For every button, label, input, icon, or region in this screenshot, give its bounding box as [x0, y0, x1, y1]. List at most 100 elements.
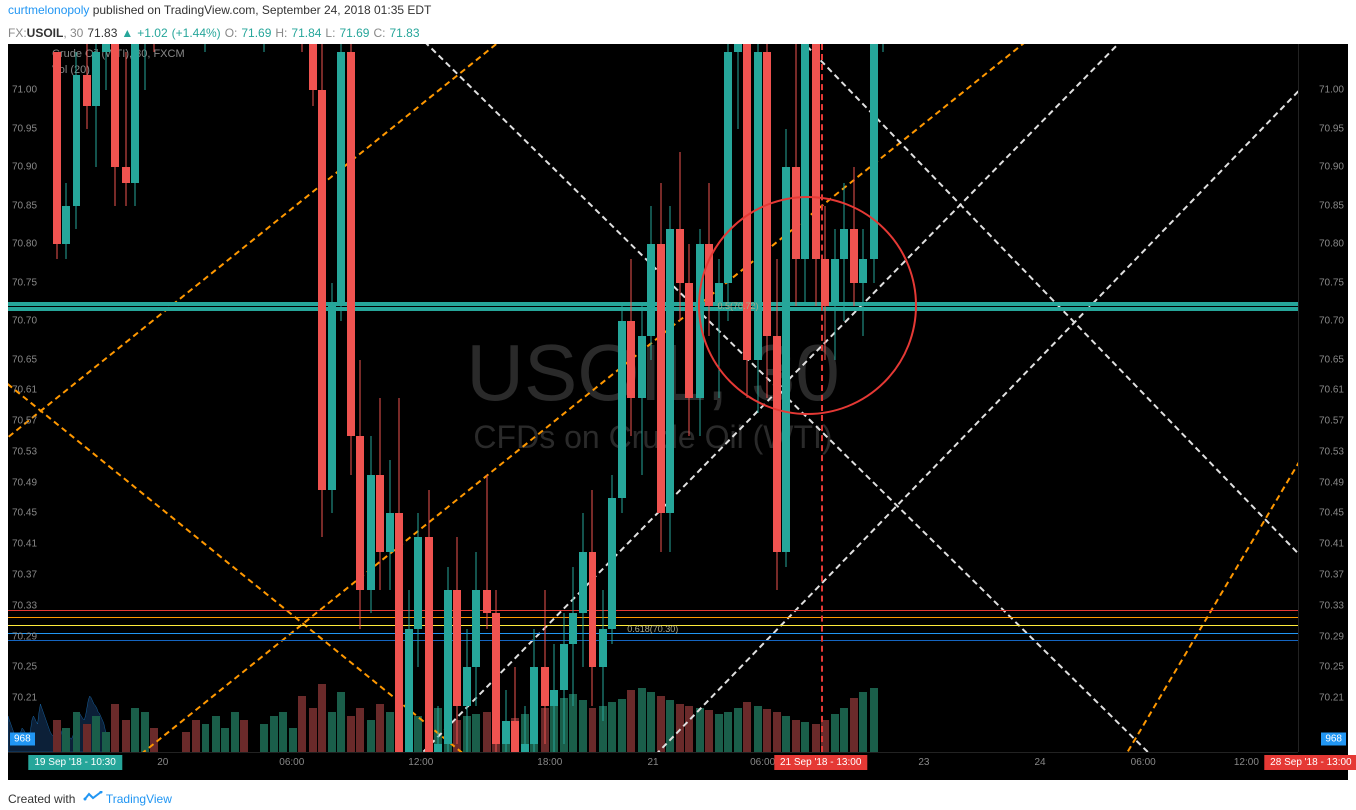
candlestick[interactable]	[405, 590, 413, 752]
tradingview-link[interactable]: TradingView	[106, 792, 172, 806]
candlestick[interactable]	[579, 513, 587, 667]
candlestick[interactable]	[53, 52, 61, 260]
candlestick[interactable]	[685, 244, 693, 436]
candlestick[interactable]	[337, 44, 345, 321]
candlestick[interactable]	[298, 44, 306, 52]
horizontal-line[interactable]	[8, 640, 1298, 641]
created-with-text: Created with	[8, 792, 75, 806]
candlestick[interactable]	[83, 44, 91, 129]
candlestick[interactable]	[444, 567, 452, 752]
candlestick[interactable]	[463, 629, 471, 752]
y-tick: 70.49	[12, 477, 37, 488]
candlestick[interactable]	[260, 44, 268, 52]
candlestick[interactable]	[666, 206, 674, 552]
y-tick: 70.70	[12, 316, 37, 327]
y-tick: 70.25	[12, 662, 37, 673]
volume-bar	[182, 732, 190, 752]
candlestick[interactable]	[150, 44, 158, 52]
volume-bar	[685, 706, 693, 752]
candlestick[interactable]	[608, 475, 616, 644]
volume-bar	[83, 724, 91, 752]
candlestick[interactable]	[530, 629, 538, 752]
last-price: 71.83	[87, 26, 117, 40]
candlestick[interactable]	[589, 490, 597, 705]
candlestick[interactable]	[309, 44, 317, 106]
candlestick[interactable]	[141, 44, 149, 90]
candlestick[interactable]	[122, 52, 130, 206]
close-label: C:	[373, 26, 385, 40]
volume-bar	[715, 714, 723, 752]
candlestick[interactable]	[434, 706, 442, 752]
volume-bar	[724, 712, 732, 752]
volume-bar	[367, 720, 375, 752]
candlestick[interactable]	[367, 436, 375, 613]
candlestick[interactable]	[111, 44, 119, 206]
tradingview-icon	[83, 791, 99, 801]
candlestick[interactable]	[347, 44, 355, 475]
candlestick[interactable]	[414, 513, 422, 667]
volume-bar	[734, 708, 742, 752]
candlestick[interactable]	[73, 52, 81, 229]
candlestick[interactable]	[483, 475, 491, 629]
candlestick[interactable]	[425, 490, 433, 752]
candlestick[interactable]	[131, 44, 139, 206]
candlestick[interactable]	[627, 259, 635, 436]
candlestick[interactable]	[638, 306, 646, 475]
candlestick[interactable]	[647, 206, 655, 360]
candlestick[interactable]	[356, 360, 364, 629]
candlestick[interactable]	[541, 590, 549, 744]
x-tick: 12:00	[408, 757, 433, 768]
candlestick[interactable]	[676, 152, 684, 321]
fib-label: 0.5(70.72)	[718, 301, 759, 311]
candlestick[interactable]	[560, 613, 568, 744]
candlestick[interactable]	[511, 667, 519, 752]
candlestick[interactable]	[376, 398, 384, 590]
volume-bar	[221, 728, 229, 752]
price-axis-left[interactable]: 71.0070.9570.9070.8570.8070.7570.7070.65…	[8, 44, 48, 752]
symbol-name[interactable]: USOIL	[27, 26, 64, 40]
candlestick[interactable]	[318, 44, 326, 537]
candlestick[interactable]	[657, 183, 665, 552]
volume-bar	[231, 712, 239, 752]
y-tick: 70.25	[1319, 662, 1344, 673]
author-link[interactable]: curtmelonopoly	[8, 3, 89, 17]
candlestick[interactable]	[734, 44, 742, 129]
candlestick[interactable]	[618, 306, 626, 514]
time-axis[interactable]: 19 Sep '18 - 10:302006:0012:0018:002106:…	[8, 752, 1298, 780]
price-axis-right[interactable]: 71.0070.9570.9070.8570.8070.7570.7070.65…	[1298, 44, 1348, 752]
horizontal-line[interactable]	[8, 617, 1298, 618]
trend-line[interactable]	[8, 44, 1298, 752]
candlestick[interactable]	[569, 567, 577, 706]
y-tick: 70.45	[1319, 508, 1344, 519]
candlestick[interactable]	[521, 706, 529, 752]
candlestick[interactable]	[395, 398, 403, 752]
candlestick[interactable]	[328, 283, 336, 514]
volume-bar	[202, 724, 210, 752]
candlestick[interactable]	[879, 44, 887, 52]
candlestick[interactable]	[386, 460, 394, 591]
candlestick[interactable]	[102, 44, 110, 90]
volume-bar	[289, 728, 297, 752]
candlestick[interactable]	[550, 644, 558, 752]
candlestick[interactable]	[502, 690, 510, 752]
candlestick[interactable]	[492, 590, 500, 752]
volume-bar	[483, 712, 491, 752]
price-chart[interactable]: USOIL, 30 CFDs on Crude Oil (WTI) Crude …	[8, 44, 1298, 752]
candlestick[interactable]	[62, 183, 70, 260]
y-tick: 70.80	[12, 239, 37, 250]
price-change-pct: (+1.44%)	[172, 26, 221, 40]
chart-container[interactable]: USOIL, 30 CFDs on Crude Oil (WTI) Crude …	[8, 44, 1348, 780]
y-tick: 70.41	[12, 539, 37, 550]
candlestick[interactable]	[453, 537, 461, 745]
candlestick[interactable]	[202, 44, 210, 52]
footer-attribution: Created with TradingView	[8, 791, 172, 806]
volume-bar	[763, 709, 771, 752]
candlestick[interactable]	[92, 44, 100, 167]
volume-bar	[318, 684, 326, 752]
candlestick[interactable]	[472, 552, 480, 706]
candlestick[interactable]	[599, 590, 607, 721]
volume-bar	[337, 692, 345, 752]
trend-line[interactable]	[1040, 244, 1298, 752]
horizontal-line[interactable]	[8, 610, 1298, 611]
y-tick: 70.70	[1319, 316, 1344, 327]
